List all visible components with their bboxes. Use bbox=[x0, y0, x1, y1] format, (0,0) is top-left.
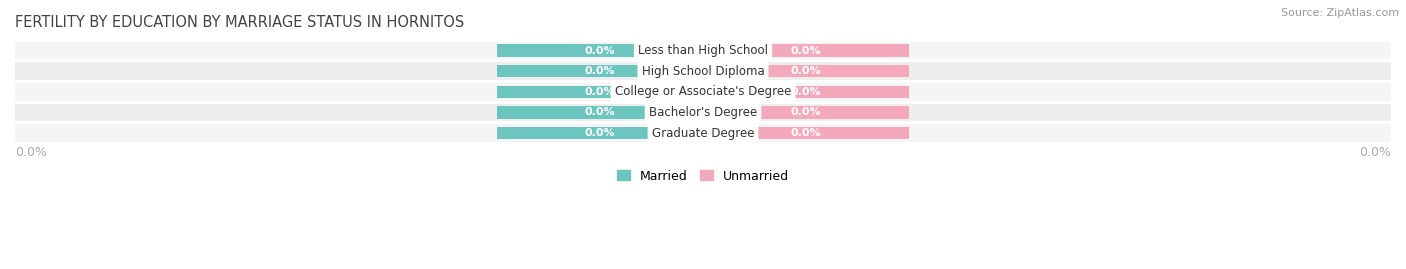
Text: 0.0%: 0.0% bbox=[585, 66, 614, 76]
Text: 0.0%: 0.0% bbox=[15, 146, 46, 159]
Text: Less than High School: Less than High School bbox=[638, 44, 768, 57]
Bar bbox=[496, 65, 703, 77]
Bar bbox=[496, 127, 703, 139]
Text: Bachelor's Degree: Bachelor's Degree bbox=[650, 106, 756, 119]
Bar bbox=[15, 104, 1391, 121]
Bar bbox=[15, 83, 1391, 101]
Text: 0.0%: 0.0% bbox=[585, 87, 614, 97]
Legend: Married, Unmarried: Married, Unmarried bbox=[612, 165, 794, 187]
Text: College or Associate's Degree: College or Associate's Degree bbox=[614, 85, 792, 98]
Bar bbox=[496, 106, 703, 119]
Text: 0.0%: 0.0% bbox=[792, 66, 821, 76]
Bar bbox=[703, 86, 910, 98]
Text: Graduate Degree: Graduate Degree bbox=[652, 127, 754, 140]
Bar bbox=[496, 86, 703, 98]
Text: Source: ZipAtlas.com: Source: ZipAtlas.com bbox=[1281, 8, 1399, 18]
Bar bbox=[496, 44, 703, 57]
Text: 0.0%: 0.0% bbox=[585, 128, 614, 138]
Text: 0.0%: 0.0% bbox=[792, 128, 821, 138]
Bar bbox=[703, 127, 910, 139]
Text: 0.0%: 0.0% bbox=[585, 45, 614, 55]
Bar bbox=[15, 42, 1391, 59]
Bar bbox=[703, 106, 910, 119]
Bar bbox=[703, 65, 910, 77]
Text: 0.0%: 0.0% bbox=[1360, 146, 1391, 159]
Bar bbox=[15, 124, 1391, 142]
Text: FERTILITY BY EDUCATION BY MARRIAGE STATUS IN HORNITOS: FERTILITY BY EDUCATION BY MARRIAGE STATU… bbox=[15, 15, 464, 30]
Text: 0.0%: 0.0% bbox=[792, 108, 821, 118]
Text: 0.0%: 0.0% bbox=[585, 108, 614, 118]
Text: 0.0%: 0.0% bbox=[792, 87, 821, 97]
Text: High School Diploma: High School Diploma bbox=[641, 65, 765, 78]
Bar bbox=[15, 62, 1391, 80]
Text: 0.0%: 0.0% bbox=[792, 45, 821, 55]
Bar bbox=[703, 44, 910, 57]
